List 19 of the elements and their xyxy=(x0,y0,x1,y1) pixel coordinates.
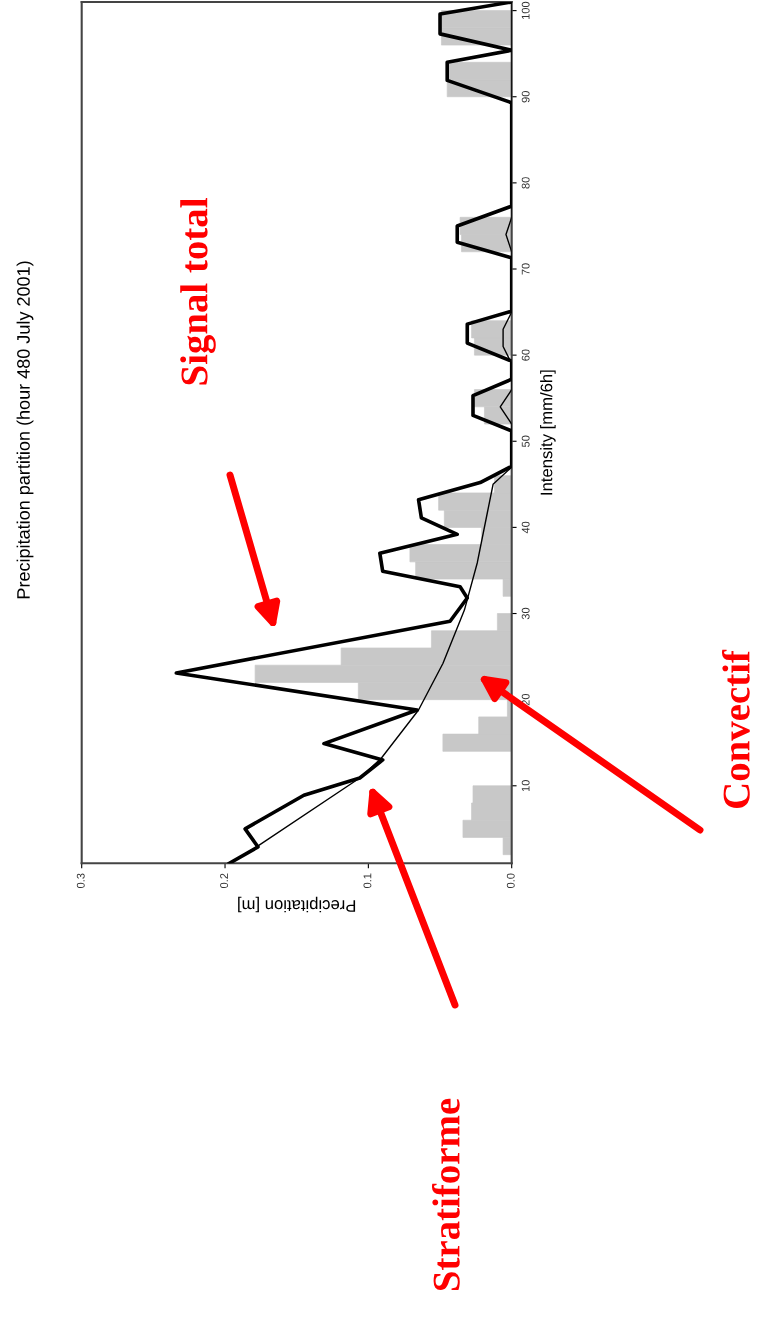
x-tick-label: 0.0 xyxy=(506,873,515,889)
y-tick-label: 90 xyxy=(521,91,530,103)
text: Convectif xyxy=(721,649,750,809)
y-tick-label: 30 xyxy=(521,607,530,620)
y-axis-title: Intensity [mm/6h] xyxy=(540,370,556,495)
y-tick-label: 50 xyxy=(521,435,530,447)
annotation: Signal total xyxy=(180,198,216,385)
x-axis-title: Precipitation [m] xyxy=(238,896,356,913)
text: Precipitation partition (hour 480 July 2001) xyxy=(16,261,34,599)
y-tick-label: 100 xyxy=(521,1,530,20)
x-tick-label: 0.1 xyxy=(363,873,372,889)
y-tick-label: 70 xyxy=(521,263,530,275)
y-tick-label: 10 xyxy=(521,780,530,792)
x-tick-label: 0.2 xyxy=(220,873,229,889)
y-tick-label: 80 xyxy=(521,177,530,189)
x-tick-label: 0.3 xyxy=(76,873,85,889)
y-tick-label: 60 xyxy=(521,349,530,361)
y-tick-label: 40 xyxy=(521,521,530,534)
text: Stratiforme xyxy=(431,1098,460,1291)
